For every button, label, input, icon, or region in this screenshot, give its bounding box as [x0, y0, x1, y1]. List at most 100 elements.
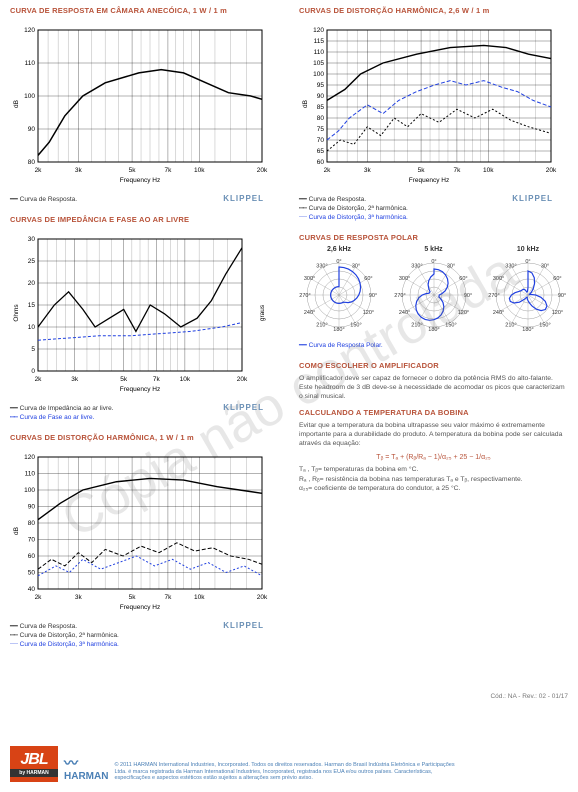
svg-text:80: 80: [317, 115, 325, 122]
svg-text:3k: 3k: [75, 167, 83, 174]
svg-text:7k: 7k: [453, 167, 461, 174]
svg-text:30°: 30°: [446, 264, 454, 270]
svg-text:80: 80: [28, 159, 36, 166]
klippel-brand: KLIPPEL: [223, 621, 264, 630]
chart4: 4050607080901001101202k3k5k7k10k20kFrequ…: [10, 446, 270, 616]
svg-text:300°: 300°: [304, 276, 315, 282]
chart3: 0510152025302k3k5k7k10k20kFrequency HzOh…: [10, 228, 270, 398]
polar-charts: 2,6 kHz0°30°60°90°120°150°180°210°240°27…: [299, 246, 568, 337]
svg-text:2k: 2k: [324, 167, 332, 174]
svg-text:10k: 10k: [194, 167, 205, 174]
svg-text:120°: 120°: [363, 310, 374, 316]
temp-vars: Tₐ , Tᵦ= temperaturas da bobina em °C. R…: [299, 465, 568, 494]
svg-text:240°: 240°: [304, 310, 315, 316]
svg-text:90°: 90°: [463, 293, 471, 299]
svg-text:90: 90: [28, 126, 36, 133]
svg-text:300°: 300°: [398, 276, 409, 282]
klippel-brand: KLIPPEL: [512, 194, 553, 203]
chart3-title: CURVAS DE IMPEDÂNCIA E FASE AO AR LIVRE: [10, 215, 279, 224]
svg-text:120°: 120°: [457, 310, 468, 316]
svg-text:Frequency Hz: Frequency Hz: [409, 177, 449, 184]
svg-text:60: 60: [28, 553, 36, 560]
svg-text:270°: 270°: [488, 293, 499, 299]
svg-text:100: 100: [313, 71, 324, 78]
svg-text:3k: 3k: [71, 376, 79, 383]
jbl-logo: JBL by HARMAN: [10, 746, 58, 782]
svg-text:210°: 210°: [316, 322, 327, 328]
svg-text:180°: 180°: [428, 327, 439, 333]
svg-text:150°: 150°: [350, 322, 361, 328]
polar-legend: ━━ Curva de Resposta Polar.: [299, 341, 568, 349]
svg-text:210°: 210°: [505, 322, 516, 328]
svg-text:120: 120: [24, 27, 35, 34]
svg-text:2k: 2k: [35, 376, 43, 383]
svg-text:75: 75: [317, 126, 325, 133]
svg-text:graus: graus: [259, 304, 266, 321]
amp-title: COMO ESCOLHER O AMPLIFICADOR: [299, 361, 568, 370]
svg-text:Frequency Hz: Frequency Hz: [120, 386, 160, 393]
svg-text:210°: 210°: [411, 322, 422, 328]
polar-title: CURVAS DE RESPOSTA POLAR: [299, 233, 568, 242]
svg-text:7k: 7k: [164, 594, 172, 601]
svg-text:30°: 30°: [352, 264, 360, 270]
svg-text:10k: 10k: [180, 376, 191, 383]
klippel-brand: KLIPPEL: [223, 403, 264, 412]
svg-text:90°: 90°: [369, 293, 377, 299]
svg-text:10k: 10k: [194, 594, 205, 601]
svg-text:65: 65: [317, 148, 325, 155]
svg-text:180°: 180°: [522, 327, 533, 333]
svg-text:50: 50: [28, 570, 36, 577]
svg-text:90: 90: [317, 93, 325, 100]
chart2-title: CURVAS DE DISTORÇÃO HARMÔNICA, 2,6 W / 1…: [299, 6, 568, 15]
svg-text:110: 110: [314, 49, 325, 56]
klippel-brand: KLIPPEL: [223, 194, 264, 203]
svg-text:85: 85: [317, 104, 325, 111]
svg-text:300°: 300°: [493, 276, 504, 282]
svg-text:Frequency Hz: Frequency Hz: [120, 177, 160, 184]
svg-text:90: 90: [28, 504, 36, 511]
svg-text:20: 20: [28, 280, 36, 287]
svg-text:5k: 5k: [129, 167, 137, 174]
svg-text:105: 105: [313, 60, 324, 67]
svg-text:2k: 2k: [35, 167, 43, 174]
svg-text:20k: 20k: [546, 167, 557, 174]
svg-text:Ohms: Ohms: [13, 304, 20, 322]
temp-formula: Tᵦ = Tₐ + (Rᵦ/Rₐ − 1)/α₂₅ + 25 − 1/α₂₅: [299, 454, 568, 461]
svg-text:0°: 0°: [525, 259, 530, 265]
svg-text:20k: 20k: [257, 594, 268, 601]
svg-text:240°: 240°: [493, 310, 504, 316]
svg-text:330°: 330°: [411, 264, 422, 270]
svg-text:120: 120: [24, 454, 35, 461]
svg-text:0°: 0°: [336, 259, 341, 265]
temp-title: CALCULANDO A TEMPERATURA DA BOBINA: [299, 408, 568, 417]
svg-text:dB: dB: [13, 100, 20, 108]
svg-text:20k: 20k: [257, 167, 268, 174]
amp-text: O amplificador deve ser capaz de fornece…: [299, 374, 568, 402]
svg-text:110: 110: [25, 471, 36, 478]
chart4-title: CURVAS DE DISTORÇÃO HARMÔNICA, 1 W / 1 m: [10, 433, 279, 442]
svg-text:180°: 180°: [333, 327, 344, 333]
svg-text:120°: 120°: [552, 310, 563, 316]
svg-text:150°: 150°: [445, 322, 456, 328]
svg-text:10: 10: [28, 324, 36, 331]
svg-text:20k: 20k: [237, 376, 248, 383]
svg-text:70: 70: [317, 137, 325, 144]
doc-code: Cód.: NA - Rev.: 02 - 01/17: [490, 693, 568, 700]
chart1-title: CURVA DE RESPOSTA EM CÂMARA ANECÓICA, 1 …: [10, 6, 279, 15]
svg-text:90°: 90°: [558, 293, 566, 299]
svg-text:120: 120: [313, 27, 324, 34]
svg-text:7k: 7k: [153, 376, 161, 383]
svg-text:330°: 330°: [316, 264, 327, 270]
svg-text:330°: 330°: [505, 264, 516, 270]
svg-text:0°: 0°: [431, 259, 436, 265]
svg-text:150°: 150°: [539, 322, 550, 328]
svg-text:3k: 3k: [364, 167, 372, 174]
svg-text:100: 100: [24, 487, 35, 494]
svg-text:5k: 5k: [120, 376, 128, 383]
svg-text:7k: 7k: [164, 167, 172, 174]
svg-text:30°: 30°: [541, 264, 549, 270]
copyright: © 2011 HARMAN International Industries, …: [114, 762, 568, 782]
svg-text:270°: 270°: [394, 293, 405, 299]
footer: JBL by HARMAN 〰HARMAN © 2011 HARMAN Inte…: [0, 746, 578, 782]
svg-text:60°: 60°: [553, 276, 561, 282]
